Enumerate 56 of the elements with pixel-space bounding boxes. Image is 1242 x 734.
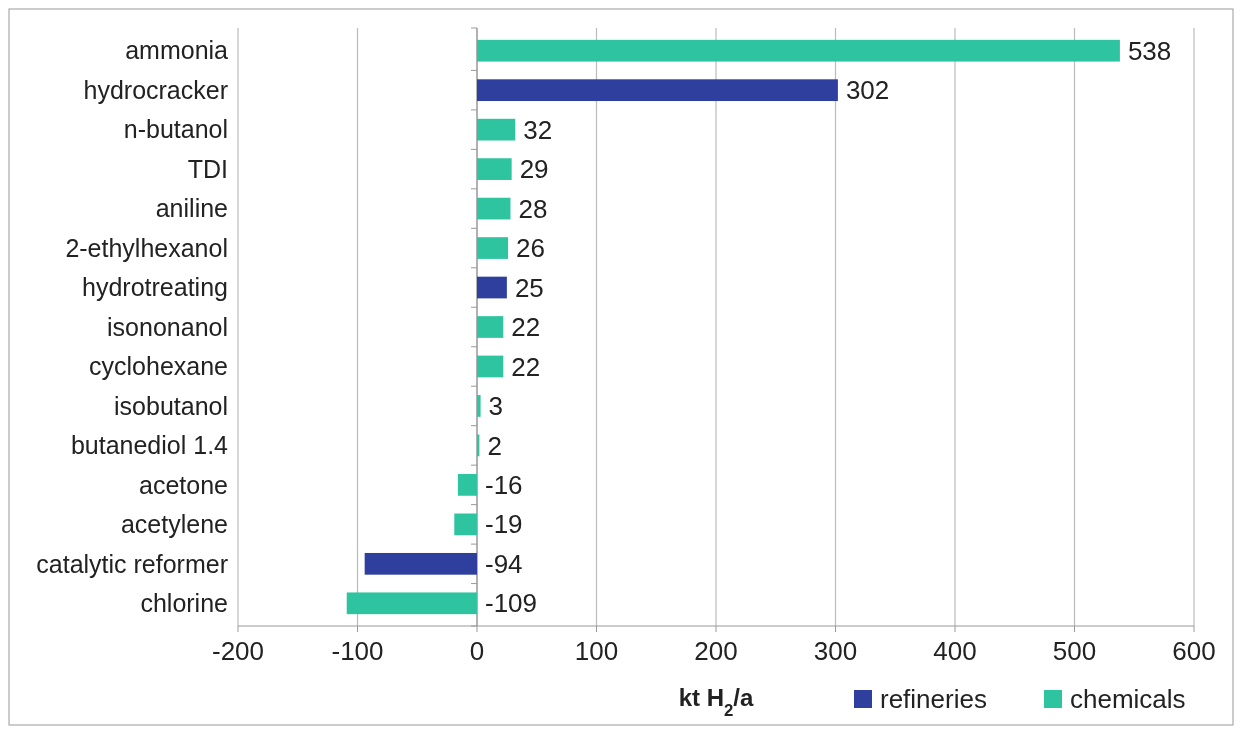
y-tick-label: n-butanol <box>123 115 228 144</box>
x-tick-label: 400 <box>933 636 977 666</box>
bar <box>364 552 477 575</box>
x-tick-label: 200 <box>694 636 738 666</box>
bar <box>477 237 509 259</box>
bar <box>477 158 512 180</box>
data-label: 28 <box>518 193 548 224</box>
data-label: 32 <box>523 114 553 145</box>
data-label: 22 <box>511 312 541 343</box>
y-tick-label: isononanol <box>107 312 228 341</box>
y-tick-label: isobutanol <box>114 391 228 420</box>
bar <box>477 118 516 141</box>
bar <box>454 513 477 536</box>
bar <box>477 197 511 220</box>
bar <box>477 316 504 338</box>
y-tick-label: acetylene <box>120 510 228 539</box>
data-label: 302 <box>845 75 890 106</box>
y-tick-label: acetone <box>139 470 228 499</box>
data-label: -16 <box>485 469 523 500</box>
y-tick-label: hydrocracker <box>83 75 228 104</box>
x-tick-label: -100 <box>331 636 384 666</box>
x-tick-label: 600 <box>1172 636 1216 666</box>
bar <box>477 355 504 378</box>
y-tick-label: TDI <box>187 154 228 183</box>
data-label: 3 <box>488 391 504 422</box>
data-label: 538 <box>1127 35 1172 66</box>
data-label: -109 <box>485 588 538 619</box>
bar <box>477 39 1120 62</box>
x-tick-label: 100 <box>574 636 619 666</box>
x-tick-label: 0 <box>469 636 485 666</box>
y-tick-label: cyclohexane <box>89 352 228 381</box>
y-tick-label: ammonia <box>125 36 229 65</box>
data-label: -19 <box>485 509 523 540</box>
y-tick-label: butanediol 1.4 <box>70 431 229 460</box>
data-label: 22 <box>511 351 541 382</box>
y-tick-label: hydrotreating <box>82 273 228 302</box>
data-label: 29 <box>519 154 549 185</box>
x-tick-label: 300 <box>813 636 858 666</box>
legend-label: refineries <box>880 684 987 715</box>
x-tick-label: 500 <box>1052 636 1097 666</box>
bar <box>477 79 838 102</box>
y-tick-label: catalytic reformer <box>36 549 228 578</box>
data-label: 26 <box>516 233 545 264</box>
data-label: 25 <box>514 272 544 303</box>
bar <box>457 474 477 496</box>
x-axis-title: kt H$_{2}$/a <box>678 684 754 720</box>
x-tick-label: -200 <box>211 636 265 666</box>
y-tick-label: 2-ethylhexanol <box>65 233 228 262</box>
bar <box>346 592 477 615</box>
bar <box>477 276 507 299</box>
legend-label: chemicals <box>1070 684 1186 715</box>
y-tick-label: aniline <box>155 194 228 223</box>
bar <box>477 395 481 417</box>
data-label: -94 <box>485 548 523 579</box>
data-label: 2 <box>487 430 502 461</box>
y-tick-label: chlorine <box>140 589 228 618</box>
